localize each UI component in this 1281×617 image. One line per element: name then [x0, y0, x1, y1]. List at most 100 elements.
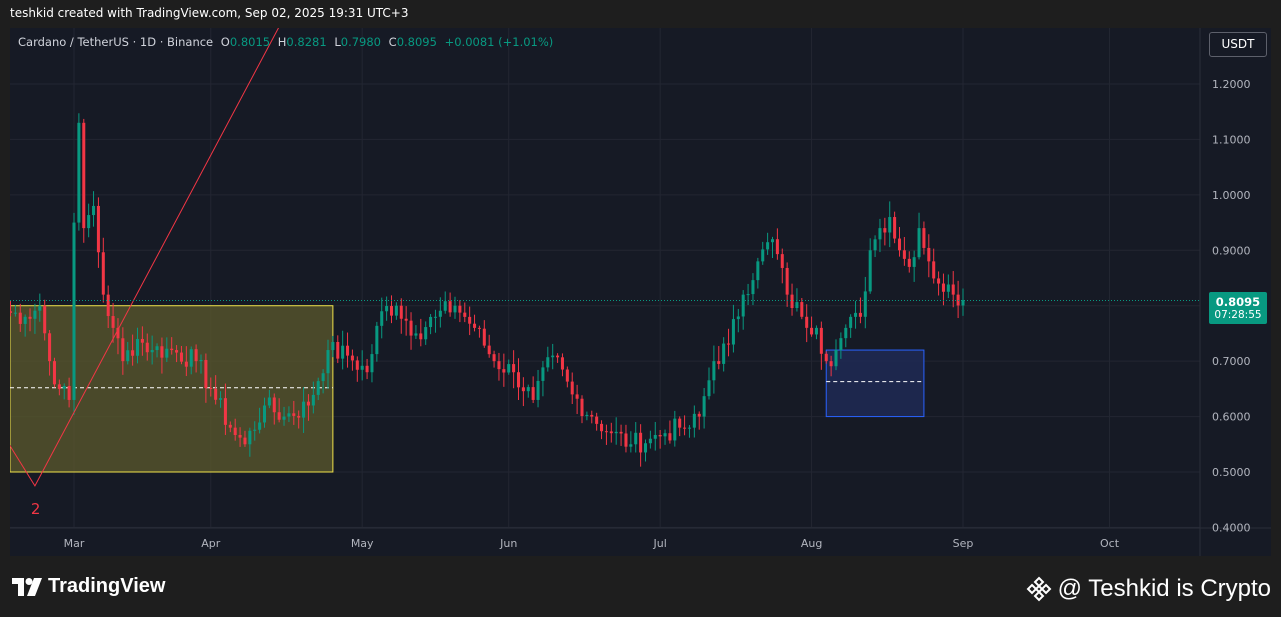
- candle-body: [873, 239, 877, 251]
- candle-body: [673, 418, 677, 441]
- candle-body: [33, 310, 37, 319]
- candle-body: [516, 372, 521, 388]
- candle-body: [761, 249, 765, 262]
- candle-body: [824, 353, 828, 362]
- symbol-name[interactable]: Cardano / TetherUS · 1D · Binance: [18, 35, 214, 49]
- author-watermark: @ Teshkid is Crypto: [1026, 575, 1271, 603]
- y-tick-label: 1.1000: [1212, 133, 1251, 146]
- candle-body: [868, 250, 872, 292]
- candle-body: [541, 367, 545, 381]
- currency-button[interactable]: USDT: [1209, 32, 1267, 57]
- candle-body: [52, 361, 56, 385]
- candle-body: [350, 355, 354, 361]
- candle-body: [585, 414, 589, 417]
- candle-body: [473, 323, 477, 328]
- candle-body: [854, 312, 858, 317]
- candle-body: [717, 361, 721, 364]
- candle-body: [687, 427, 691, 429]
- candle-body: [223, 398, 227, 425]
- candle-body: [87, 215, 91, 229]
- candle-body: [521, 387, 525, 392]
- price-chart[interactable]: 2 1.2000 1.1000 1.0000 0.9000 0.7000 0.6000 0.5…: [10, 28, 1271, 556]
- candle-body: [258, 422, 262, 430]
- candle-body: [135, 338, 140, 356]
- candle-body: [116, 327, 120, 339]
- candle-body: [292, 413, 296, 416]
- candle-body: [907, 258, 911, 267]
- y-tick-label: 1.0000: [1212, 189, 1251, 202]
- candle-body: [341, 345, 345, 359]
- candle-body: [487, 345, 491, 355]
- candle-body: [810, 327, 814, 335]
- candle-body: [619, 431, 623, 434]
- candle-body: [48, 333, 52, 362]
- candle-body: [800, 302, 804, 317]
- candle-body: [624, 433, 628, 447]
- candle-body: [839, 338, 843, 351]
- candle-body: [326, 350, 330, 374]
- candle-body: [126, 350, 130, 362]
- x-tick-label: Jun: [499, 537, 517, 550]
- candle-body: [453, 305, 457, 313]
- candle-body: [145, 342, 149, 353]
- candle-body: [819, 327, 823, 354]
- candle-body: [565, 369, 569, 382]
- candle-body: [697, 413, 701, 417]
- candle-body: [834, 350, 838, 367]
- candle-body: [287, 413, 291, 417]
- candle-body: [18, 312, 22, 324]
- candle-body: [551, 355, 555, 358]
- candle-body: [580, 398, 584, 417]
- candle-body: [179, 352, 183, 362]
- candle-body: [858, 312, 862, 317]
- candle-body: [82, 122, 86, 229]
- candle-body: [946, 284, 950, 292]
- candle-body: [878, 228, 882, 240]
- candle-body: [683, 427, 687, 429]
- x-tick-label: Mar: [64, 537, 85, 550]
- candle-body: [175, 350, 179, 353]
- candle-body: [595, 416, 599, 424]
- candle-body: [321, 373, 325, 382]
- x-tick-label: Oct: [1100, 537, 1120, 550]
- candle-body: [189, 349, 193, 367]
- candle-body: [546, 357, 550, 368]
- candle-body: [653, 434, 657, 439]
- y-tick-label: 1.2000: [1212, 78, 1251, 91]
- tradingview-icon: [12, 577, 42, 596]
- candle-body: [897, 238, 902, 251]
- candle-body: [844, 327, 848, 339]
- chart-panel[interactable]: 2 1.2000 1.1000 1.0000 0.9000 0.7000 0.6000 0.5…: [10, 28, 1271, 556]
- candle-body: [795, 302, 799, 309]
- candle-body: [375, 325, 379, 355]
- candle-body: [355, 360, 359, 370]
- candle-body: [707, 380, 711, 397]
- candle-body: [409, 320, 413, 336]
- candle-body: [829, 361, 833, 367]
- candle-body: [10, 311, 13, 313]
- candle-body: [678, 418, 682, 428]
- candle-body: [893, 217, 897, 239]
- candle-body: [360, 365, 364, 370]
- candle-body: [204, 359, 208, 389]
- tradingview-logo[interactable]: TradingView: [12, 575, 165, 598]
- candle-body: [43, 305, 47, 334]
- symbol-legend: Cardano / TetherUS · 1D · Binance O0.801…: [18, 35, 553, 49]
- candle-body: [736, 316, 740, 320]
- candle-body: [790, 294, 794, 309]
- candle-body: [131, 350, 135, 356]
- chart-caption: teshkid created with TradingView.com, Se…: [10, 6, 409, 20]
- change-value: +0.0081 (+1.01%): [444, 35, 554, 49]
- candle-body: [106, 294, 110, 317]
- candle-body: [404, 318, 408, 321]
- last-price-value: 0.8095: [1215, 295, 1261, 309]
- candle-body: [248, 430, 252, 445]
- candle-body: [556, 355, 560, 358]
- candle-body: [101, 252, 105, 295]
- candle-body: [746, 294, 750, 296]
- candle-body: [590, 414, 594, 417]
- candle-body: [72, 222, 76, 400]
- candle-body: [228, 424, 232, 428]
- candle-body: [433, 316, 437, 318]
- candle-body: [424, 327, 428, 340]
